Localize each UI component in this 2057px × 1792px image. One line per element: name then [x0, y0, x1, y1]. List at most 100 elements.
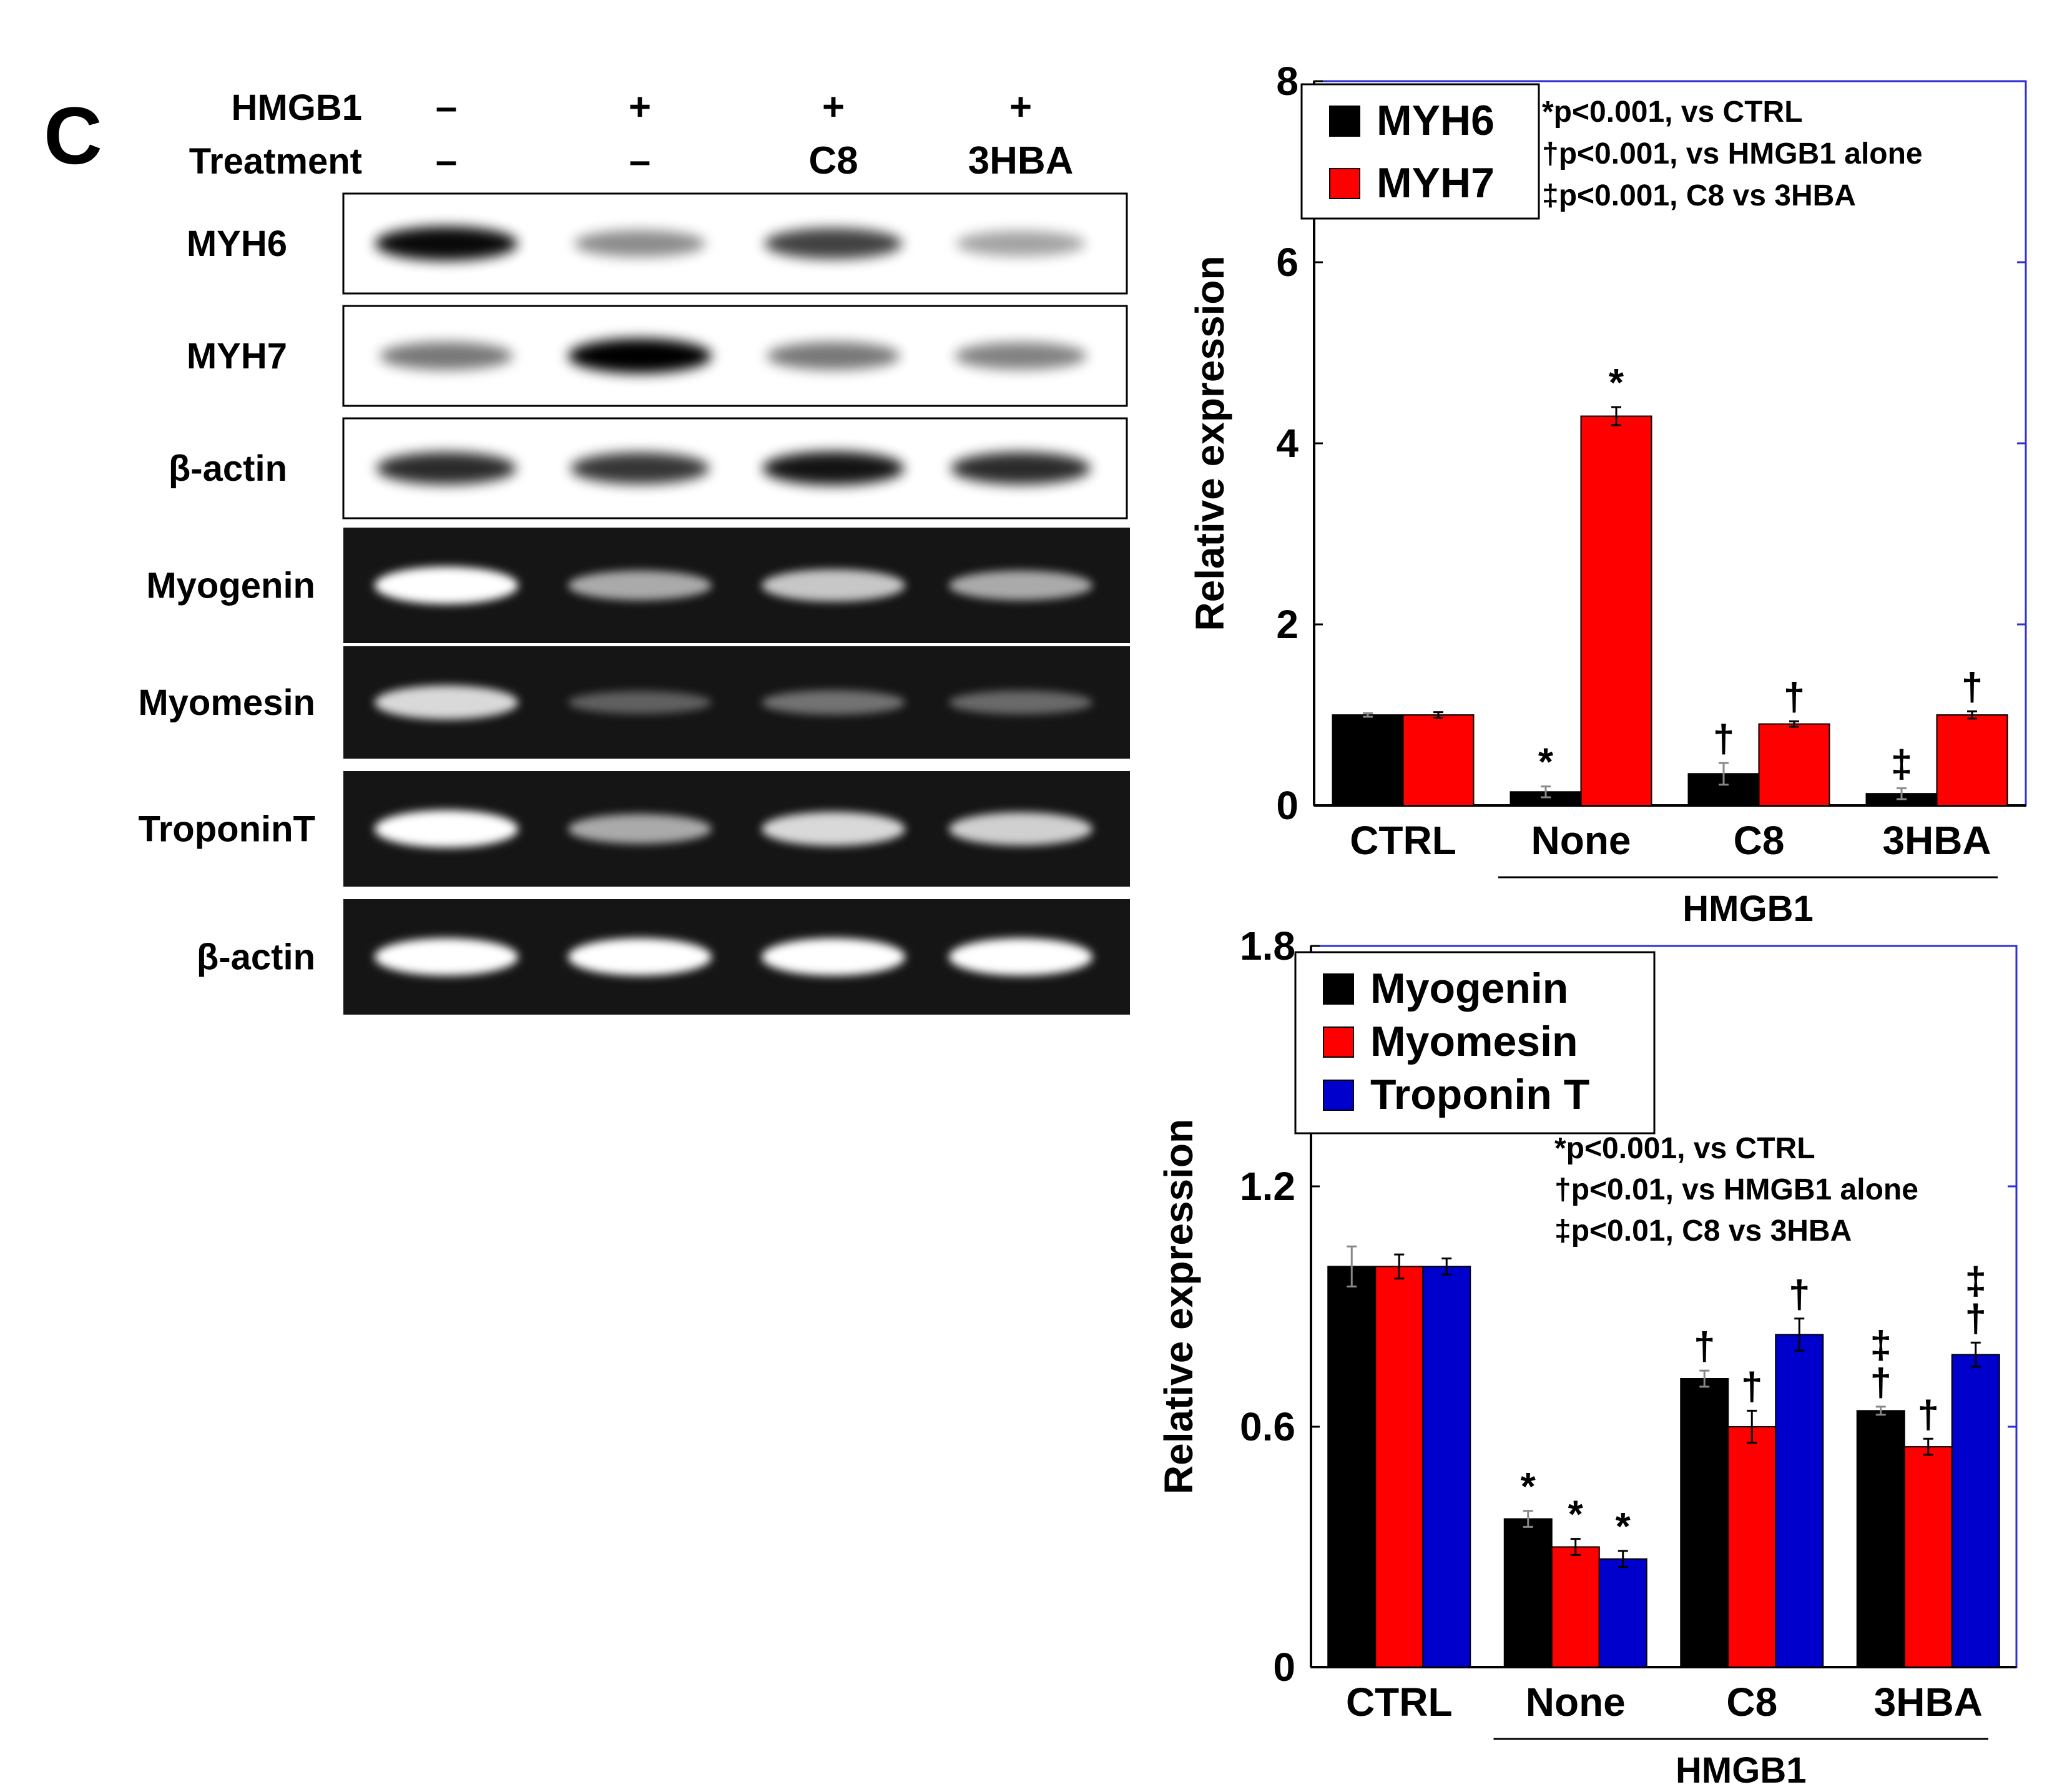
y-axis-label: Relative expression — [1156, 1119, 1201, 1494]
gel-row-label: β-actin — [197, 937, 315, 978]
y-tick-label: 4 — [1276, 421, 1299, 466]
significance-mark: † — [1961, 666, 1983, 709]
bar-troponin-t — [1775, 1334, 1824, 1668]
gel-band — [375, 938, 518, 976]
legend-swatch — [1329, 168, 1360, 199]
bar-myogenin — [1327, 1266, 1377, 1668]
significance-mark: * — [1616, 1505, 1631, 1548]
group-label: HMGB1 — [1682, 889, 1813, 929]
y-tick-label: 2 — [1276, 602, 1299, 647]
bar-myomesin — [1551, 1546, 1600, 1668]
y-tick-label: 0.6 — [1240, 1404, 1295, 1449]
western-band — [764, 228, 903, 259]
bar-myomesin — [1903, 1446, 1953, 1668]
gel-band — [568, 938, 712, 976]
legend-entry: MYH6 — [1377, 97, 1495, 144]
bar-myh7 — [1580, 415, 1652, 806]
western-band — [767, 342, 900, 370]
condition-value: + — [629, 86, 651, 129]
western-band — [762, 451, 905, 485]
gel-band — [568, 691, 712, 714]
x-tick-label: 3HBA — [1882, 818, 1991, 863]
significance-mark: † — [1784, 676, 1805, 719]
legend-swatch — [1323, 1080, 1354, 1111]
bar-myh6 — [1332, 714, 1404, 806]
significance-mark: * — [1609, 362, 1624, 405]
western-band — [951, 452, 1091, 485]
western-row-label: β-actin — [169, 448, 287, 489]
y-tick-label: 1.8 — [1240, 923, 1295, 968]
significance-mark: ‡ — [1891, 742, 1912, 785]
gel-band — [949, 691, 1092, 714]
western-band — [380, 342, 513, 370]
condition-value: – — [436, 139, 457, 182]
gel-band — [375, 685, 518, 720]
legend-entry: Myogenin — [1370, 965, 1568, 1012]
y-tick-label: 6 — [1276, 240, 1299, 285]
y-tick-label: 0 — [1276, 783, 1299, 828]
annotation: ‡p<0.01, C8 vs 3HBA — [1554, 1214, 1852, 1248]
condition-value: + — [822, 86, 845, 129]
significance-mark: † — [1965, 1297, 1986, 1340]
legend-swatch — [1323, 973, 1354, 1005]
bar-myogenin — [1856, 1410, 1905, 1668]
significance-mark: † — [1870, 1361, 1892, 1404]
annotation: †p<0.001, vs HMGB1 alone — [1542, 137, 1923, 170]
gel-band — [375, 810, 518, 848]
chart-markers: 0 0.6 1.2 1.8 Relative expression CTRL * * * None… — [1156, 923, 2018, 1791]
gel-band — [568, 814, 712, 844]
legend-box — [1294, 951, 1656, 1135]
significance-mark: ‡ — [1965, 1259, 1986, 1302]
legend-entry: MYH7 — [1377, 159, 1495, 207]
annotation: *p<0.001, vs CTRL — [1554, 1132, 1815, 1165]
western-band — [574, 230, 706, 257]
significance-mark: ‡ — [1870, 1324, 1892, 1367]
gel-row-label: TroponinT — [139, 809, 316, 850]
bar-myogenin — [1680, 1378, 1729, 1668]
bar-troponin-t — [1422, 1266, 1471, 1668]
bar-troponin-t — [1951, 1354, 2000, 1668]
legend-entry: Troponin T — [1370, 1071, 1589, 1118]
condition-value: + — [1009, 86, 1032, 129]
condition-value: C8 — [808, 139, 858, 182]
western-band — [955, 342, 1087, 370]
western-band — [570, 452, 710, 485]
condition-label: HMGB1 — [232, 87, 362, 128]
bar-myh7 — [1402, 714, 1475, 806]
bar-myogenin — [1503, 1518, 1553, 1668]
western-band — [375, 226, 518, 261]
gel-band — [949, 570, 1092, 601]
legend-swatch — [1329, 106, 1360, 137]
bar-myomesin — [1727, 1426, 1777, 1668]
x-tick-label: CTRL — [1346, 1680, 1453, 1725]
panel-label: C — [44, 90, 102, 181]
gel-row-label: Myogenin — [146, 566, 315, 606]
bar-myh7 — [1758, 723, 1830, 806]
y-axis-label: Relative expression — [1187, 255, 1232, 631]
annotation: †p<0.01, vs HMGB1 alone — [1554, 1173, 1918, 1206]
gel-band — [762, 569, 905, 602]
significance-mark: * — [1538, 741, 1554, 784]
y-tick-label: 0 — [1273, 1645, 1295, 1690]
significance-mark: * — [1521, 1465, 1536, 1509]
significance-mark: * — [1568, 1494, 1584, 1537]
x-tick-label: C8 — [1734, 818, 1785, 863]
bar-myomesin — [1375, 1266, 1424, 1668]
gel-band — [568, 570, 712, 601]
western-row-label: MYH7 — [187, 336, 287, 377]
x-tick-label: 3HBA — [1874, 1680, 1983, 1725]
western-band — [956, 230, 1086, 257]
significance-mark: † — [1741, 1365, 1762, 1408]
legend-swatch — [1323, 1026, 1354, 1058]
significance-mark: † — [1694, 1325, 1715, 1368]
x-tick-label: None — [1531, 818, 1631, 863]
gel-band — [949, 812, 1092, 845]
blot-panel: HMGB1 – + + + Treatment – – C8 3HBA MYH6 MYH7 β-acti… — [138, 86, 1130, 1015]
significance-mark: † — [1789, 1273, 1810, 1316]
x-tick-label: None — [1526, 1680, 1626, 1725]
group-label: HMGB1 — [1676, 1750, 1806, 1791]
western-band — [568, 338, 712, 373]
x-tick-label: C8 — [1726, 1680, 1777, 1725]
legend-entry: Myomesin — [1370, 1018, 1578, 1065]
